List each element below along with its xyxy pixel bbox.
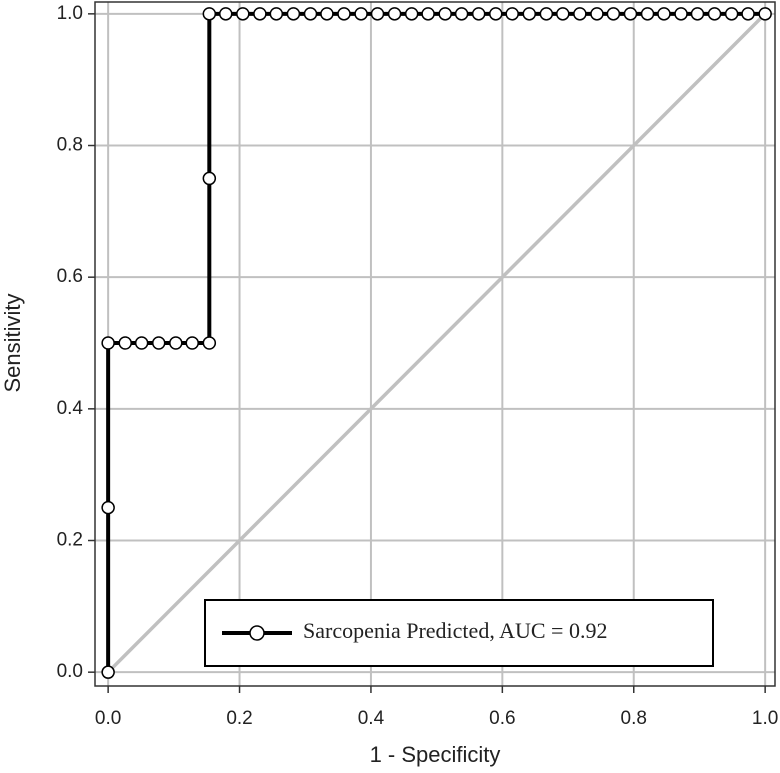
data-point — [556, 7, 570, 21]
data-point — [387, 7, 402, 21]
data-point — [370, 7, 385, 21]
data-point — [421, 7, 435, 21]
x-tick-label: 0.6 — [489, 708, 515, 729]
data-point — [539, 7, 554, 21]
data-point — [674, 7, 688, 21]
y-tick-label: 0.2 — [57, 530, 83, 551]
data-point — [690, 7, 705, 21]
reference-diagonal — [106, 12, 767, 674]
y-axis-label: Sensitivity — [0, 293, 25, 392]
x-tick-label: 0.0 — [95, 708, 121, 729]
data-point — [236, 7, 250, 21]
data-point — [573, 7, 587, 21]
data-point — [202, 336, 217, 350]
data-point — [202, 171, 217, 186]
y-tick-label: 0.0 — [57, 661, 83, 682]
data-point — [590, 7, 604, 21]
data-point — [640, 7, 655, 21]
data-point — [286, 7, 301, 21]
data-point — [758, 7, 772, 21]
legend-label: Sarcopenia Predicted, AUC = 0.92 — [303, 618, 607, 643]
data-point — [354, 7, 368, 21]
legend: Sarcopenia Predicted, AUC = 0.92 — [204, 599, 714, 667]
data-point — [606, 7, 621, 21]
data-point — [337, 7, 351, 21]
data-point — [623, 7, 638, 21]
legend-box — [204, 599, 714, 667]
data-point — [657, 7, 671, 21]
data-point — [269, 7, 284, 21]
data-point — [134, 336, 149, 350]
data-point — [741, 7, 755, 21]
y-tick-label: 1.0 — [57, 3, 83, 24]
legend-marker — [249, 625, 265, 641]
plot-frame — [94, 1, 776, 687]
data-point — [438, 7, 452, 21]
y-tick-label: 0.8 — [57, 135, 83, 156]
data-point — [320, 7, 334, 21]
x-axis-label: 1 - Specificity — [370, 742, 501, 767]
data-point — [202, 7, 217, 21]
data-point — [471, 7, 486, 21]
data-point — [253, 7, 267, 21]
data-point — [169, 336, 183, 350]
data-point — [707, 7, 722, 21]
data-point — [185, 336, 199, 350]
data-point — [118, 336, 132, 350]
x-tick-label: 0.4 — [358, 708, 385, 729]
data-point — [151, 336, 166, 350]
x-tick-label: 1.0 — [752, 708, 778, 729]
data-point — [101, 336, 115, 350]
data-point — [522, 7, 537, 21]
data-point — [404, 7, 419, 21]
y-tick-label: 0.4 — [57, 398, 84, 419]
data-point — [218, 7, 233, 21]
data-point — [505, 7, 519, 21]
y-tick-label: 0.6 — [57, 266, 83, 287]
data-point — [724, 7, 739, 21]
data-point — [101, 665, 115, 679]
x-tick-label: 0.8 — [621, 708, 647, 729]
data-point — [489, 7, 503, 21]
data-point — [454, 7, 469, 21]
x-tick-label: 0.2 — [226, 708, 252, 729]
data-point — [303, 7, 318, 21]
data-point — [101, 500, 115, 515]
